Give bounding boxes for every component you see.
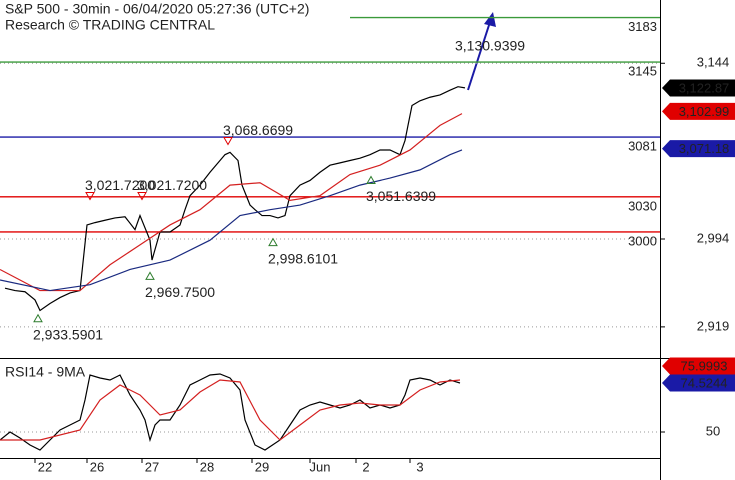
price-tag-label: 74.5244 <box>681 375 728 390</box>
series-line <box>4 86 466 312</box>
forecast-arrow <box>467 21 491 91</box>
annotation: 3,021.7200 <box>85 177 155 193</box>
x-tick-label: Jun <box>310 459 331 474</box>
annotation: 2,998.6101 <box>268 250 338 266</box>
y-tick-label: 2,919 <box>697 318 730 333</box>
annotation: 3,021.7200 <box>137 177 207 193</box>
price-tag <box>662 102 735 120</box>
y-tick-label: 50 <box>706 423 720 438</box>
level-label: 3183 <box>628 19 657 34</box>
high-marker <box>223 137 233 146</box>
chart-title: S&P 500 - 30min - 06/04/2020 05:27:36 (U… <box>5 1 309 17</box>
x-tick-label: 27 <box>145 459 159 474</box>
low-marker <box>33 313 43 323</box>
price-tag <box>662 357 735 375</box>
price-tag <box>662 374 735 392</box>
x-tick-label: 22 <box>38 459 52 474</box>
level-label: 3030 <box>628 198 657 213</box>
annotation: 3,051.6399 <box>366 188 436 204</box>
series-line <box>0 113 463 292</box>
price-tag <box>662 140 735 158</box>
price-tag <box>662 79 735 97</box>
high-marker <box>137 192 147 201</box>
price-tag-label: 3,102.99 <box>679 104 730 119</box>
x-tick-label: 2 <box>362 459 369 474</box>
panel-title: RSI14 - 9MA <box>5 364 86 380</box>
price-tag-label: 75.9993 <box>681 358 728 373</box>
x-tick-label: 3 <box>416 459 423 474</box>
level-label: 3145 <box>628 64 657 79</box>
series-line <box>0 373 461 451</box>
price-tag-label: 3,071.18 <box>679 141 730 156</box>
chart-subtitle: Research © TRADING CENTRAL <box>5 17 215 33</box>
annotation: 3,068.6699 <box>223 122 293 138</box>
high-marker <box>85 192 95 201</box>
low-marker <box>145 271 155 280</box>
series-line <box>0 149 463 292</box>
x-tick-label: 28 <box>200 459 214 474</box>
annotation: 2,969.7500 <box>145 284 215 300</box>
annotation: 3,130.9399 <box>455 37 525 53</box>
low-marker <box>268 237 278 247</box>
annotation: 2,933.5901 <box>33 326 103 342</box>
price-tag-label: 3,122.87 <box>679 80 730 95</box>
x-tick-label: 26 <box>90 459 104 474</box>
level-label: 3000 <box>628 233 657 248</box>
y-tick-label: 2,994 <box>697 230 730 245</box>
y-tick-label: 3,144 <box>697 55 730 70</box>
x-tick-label: 29 <box>255 459 269 474</box>
series-line <box>0 379 461 441</box>
plot: 3,144 2,994 2,919 3183 3145 3081 3030 3000 3,130… <box>0 16 735 474</box>
forecast-arrowhead <box>484 12 496 27</box>
level-label: 3081 <box>628 139 657 154</box>
low-marker <box>366 175 376 184</box>
